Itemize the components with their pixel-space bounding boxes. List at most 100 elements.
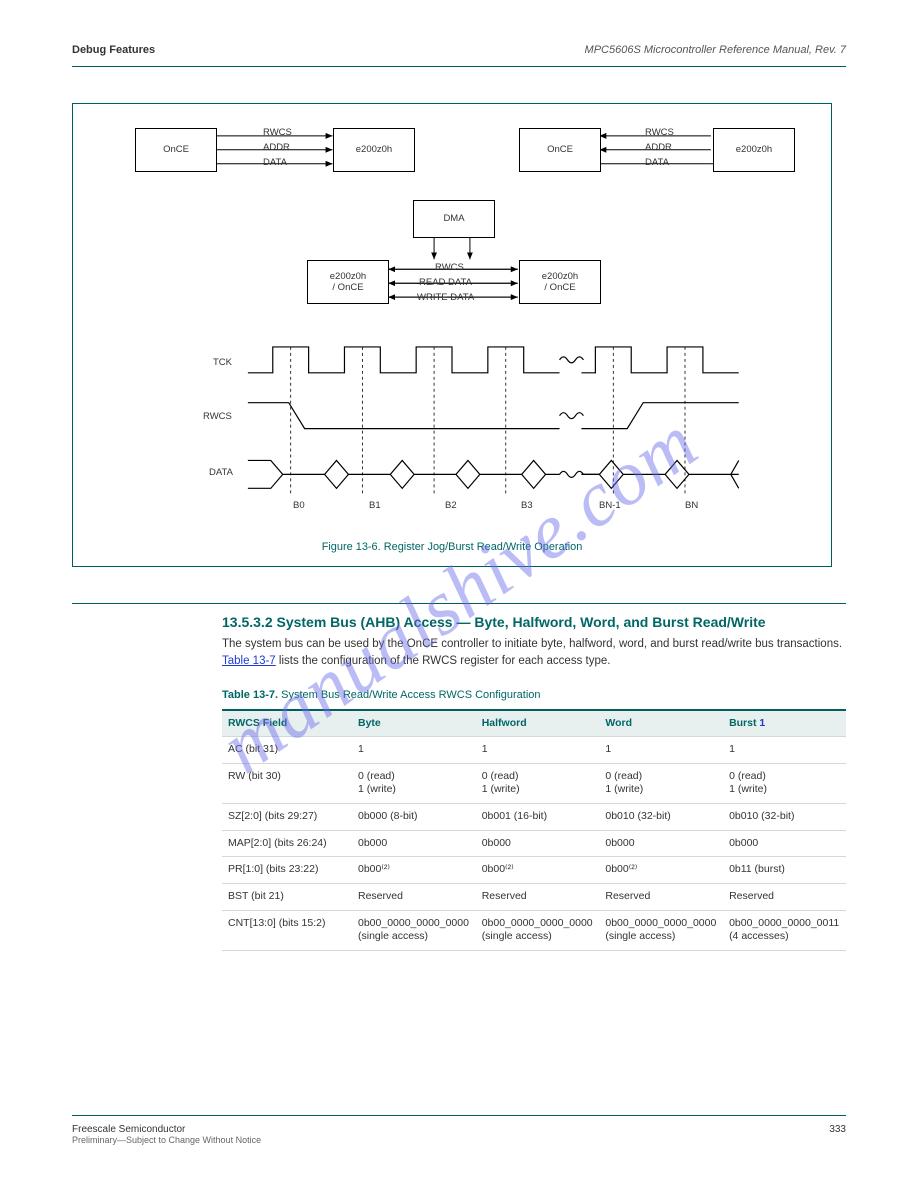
table-body: AC (bit 31) 1 1 1 1 RW (bit 30) 0 (read)… bbox=[222, 737, 846, 951]
cell: 0b000 bbox=[476, 830, 600, 857]
cell: 1 bbox=[723, 737, 846, 764]
lbl-tr-data: DATA bbox=[645, 157, 669, 168]
cell: 0b000 bbox=[723, 830, 846, 857]
col-burst-note[interactable]: 1 bbox=[759, 717, 765, 729]
col-byte: Byte bbox=[352, 710, 476, 737]
lbl-bn1: BN-1 bbox=[599, 500, 621, 511]
box-once-tr: OnCE bbox=[519, 128, 601, 172]
section-paragraph: The system bus can be used by the OnCE c… bbox=[222, 636, 846, 671]
cell: 0b00⁽²⁾ bbox=[476, 857, 600, 884]
table-row: CNT[13:0] (bits 15:2) 0b00_0000_0000_000… bbox=[222, 910, 846, 950]
cell: 0b001 (16-bit) bbox=[476, 804, 600, 831]
col-burst: Burst 1 bbox=[723, 710, 846, 737]
rwcs-config-table: RWCS Field Byte Halfword Word Burst 1 AC… bbox=[222, 709, 846, 951]
cell: 0b00_0000_0000_0000 (single access) bbox=[476, 910, 600, 950]
lbl-tl-rwcs: RWCS bbox=[263, 127, 292, 138]
cell: SZ[2:0] (bits 29:27) bbox=[222, 804, 352, 831]
cell: 1 bbox=[476, 737, 600, 764]
page-header: Debug Features MPC5606S Microcontroller … bbox=[72, 44, 846, 67]
box-e200-tr: e200z0h bbox=[713, 128, 795, 172]
table-link[interactable]: Table 13-7 bbox=[222, 655, 276, 667]
table-caption: Table 13-7. System Bus Read/Write Access… bbox=[222, 689, 846, 701]
cell: Reserved bbox=[723, 883, 846, 910]
cell: RW (bit 30) bbox=[222, 763, 352, 803]
table-row: AC (bit 31) 1 1 1 1 bbox=[222, 737, 846, 764]
cell: 0b010 (32-bit) bbox=[723, 804, 846, 831]
col-halfword: Halfword bbox=[476, 710, 600, 737]
para-before-link: The system bus can be used by the OnCE c… bbox=[222, 638, 842, 650]
lbl-b1: B1 bbox=[369, 500, 381, 511]
figure-svg: Figure 13-6. Register Jog/Burst Read/Wri… bbox=[73, 104, 831, 566]
lbl-tl-data: DATA bbox=[263, 157, 287, 168]
cell: 0b11 (burst) bbox=[723, 857, 846, 884]
lbl-b2: B2 bbox=[445, 500, 457, 511]
lbl-b3: B3 bbox=[521, 500, 533, 511]
col-field: RWCS Field bbox=[222, 710, 352, 737]
page-content: Debug Features MPC5606S Microcontroller … bbox=[72, 44, 846, 951]
lbl-b0: B0 bbox=[293, 500, 305, 511]
box-e200-once-left: e200z0h / OnCE bbox=[307, 260, 389, 304]
lbl-tl-addr: ADDR bbox=[263, 142, 290, 153]
cell: BST (bit 21) bbox=[222, 883, 352, 910]
cell: Reserved bbox=[476, 883, 600, 910]
section-heading: 13.5.3.2 System Bus (AHB) Access — Byte,… bbox=[222, 614, 846, 630]
lbl-m-write: WRITE DATA bbox=[417, 292, 474, 303]
lbl-tr-rwcs: RWCS bbox=[645, 127, 674, 138]
cell: 0 (read) 1 (write) bbox=[476, 763, 600, 803]
content-columns: 13.5.3.2 System Bus (AHB) Access — Byte,… bbox=[72, 614, 846, 951]
page-footer: Freescale Semiconductor Preliminary—Subj… bbox=[72, 1115, 846, 1146]
table-caption-label: Table 13-7. bbox=[222, 689, 278, 701]
cell: 0b00_0000_0000_0011 (4 accesses) bbox=[723, 910, 846, 950]
cell: 1 bbox=[599, 737, 723, 764]
table-header-row: RWCS Field Byte Halfword Word Burst 1 bbox=[222, 710, 846, 737]
para-after-link: lists the configuration of the RWCS regi… bbox=[279, 655, 611, 667]
cell: Reserved bbox=[352, 883, 476, 910]
lbl-bn: BN bbox=[685, 500, 698, 511]
cell: MAP[2:0] (bits 26:24) bbox=[222, 830, 352, 857]
figure-caption: Figure 13-6. Register Jog/Burst Read/Wri… bbox=[322, 541, 583, 553]
cell: CNT[13:0] (bits 15:2) bbox=[222, 910, 352, 950]
header-section: Debug Features bbox=[72, 44, 155, 56]
cell: 0 (read) 1 (write) bbox=[352, 763, 476, 803]
cell: 0 (read) 1 (write) bbox=[723, 763, 846, 803]
box-e200-tl: e200z0h bbox=[333, 128, 415, 172]
lbl-tck: TCK bbox=[213, 357, 232, 368]
cell: 0b000 bbox=[599, 830, 723, 857]
header-doc-title: MPC5606S Microcontroller Reference Manua… bbox=[585, 44, 846, 56]
table-row: SZ[2:0] (bits 29:27) 0b000 (8-bit) 0b001… bbox=[222, 804, 846, 831]
cell: 0b00⁽²⁾ bbox=[352, 857, 476, 884]
box-dma: DMA bbox=[413, 200, 495, 238]
lbl-tr-addr: ADDR bbox=[645, 142, 672, 153]
box-e200-once-right: e200z0h / OnCE bbox=[519, 260, 601, 304]
cell: 0b00_0000_0000_0000 (single access) bbox=[599, 910, 723, 950]
section-divider bbox=[72, 603, 846, 604]
cell: AC (bit 31) bbox=[222, 737, 352, 764]
table-row: PR[1:0] (bits 23:22) 0b00⁽²⁾ 0b00⁽²⁾ 0b0… bbox=[222, 857, 846, 884]
lbl-m-rwcs: RWCS bbox=[435, 262, 464, 273]
cell: Reserved bbox=[599, 883, 723, 910]
footer-disclaimer: Preliminary—Subject to Change Without No… bbox=[72, 1135, 261, 1145]
col-burst-label: Burst bbox=[729, 717, 756, 729]
table-row: BST (bit 21) Reserved Reserved Reserved … bbox=[222, 883, 846, 910]
figure-13-6: OnCE e200z0h OnCE e200z0h DMA e200z0h / … bbox=[72, 103, 832, 567]
footer-page-number: 333 bbox=[829, 1124, 846, 1146]
left-margin bbox=[72, 614, 192, 951]
lbl-m-read: READ DATA bbox=[419, 277, 472, 288]
lbl-rwcs: RWCS bbox=[203, 411, 232, 422]
cell: 0b010 (32-bit) bbox=[599, 804, 723, 831]
table-row: MAP[2:0] (bits 26:24) 0b000 0b000 0b000 … bbox=[222, 830, 846, 857]
cell: 0b000 bbox=[352, 830, 476, 857]
box-once-tl: OnCE bbox=[135, 128, 217, 172]
cell: PR[1:0] (bits 23:22) bbox=[222, 857, 352, 884]
cell: 0 (read) 1 (write) bbox=[599, 763, 723, 803]
footer-publisher: Freescale Semiconductor bbox=[72, 1124, 185, 1135]
cell: 0b000 (8-bit) bbox=[352, 804, 476, 831]
cell: 0b00⁽²⁾ bbox=[599, 857, 723, 884]
table-caption-text: System Bus Read/Write Access RWCS Config… bbox=[281, 689, 540, 701]
cell: 0b00_0000_0000_0000 (single access) bbox=[352, 910, 476, 950]
col-word: Word bbox=[599, 710, 723, 737]
cell: 1 bbox=[352, 737, 476, 764]
main-column: 13.5.3.2 System Bus (AHB) Access — Byte,… bbox=[222, 614, 846, 951]
table-row: RW (bit 30) 0 (read) 1 (write) 0 (read) … bbox=[222, 763, 846, 803]
lbl-data: DATA bbox=[209, 467, 233, 478]
